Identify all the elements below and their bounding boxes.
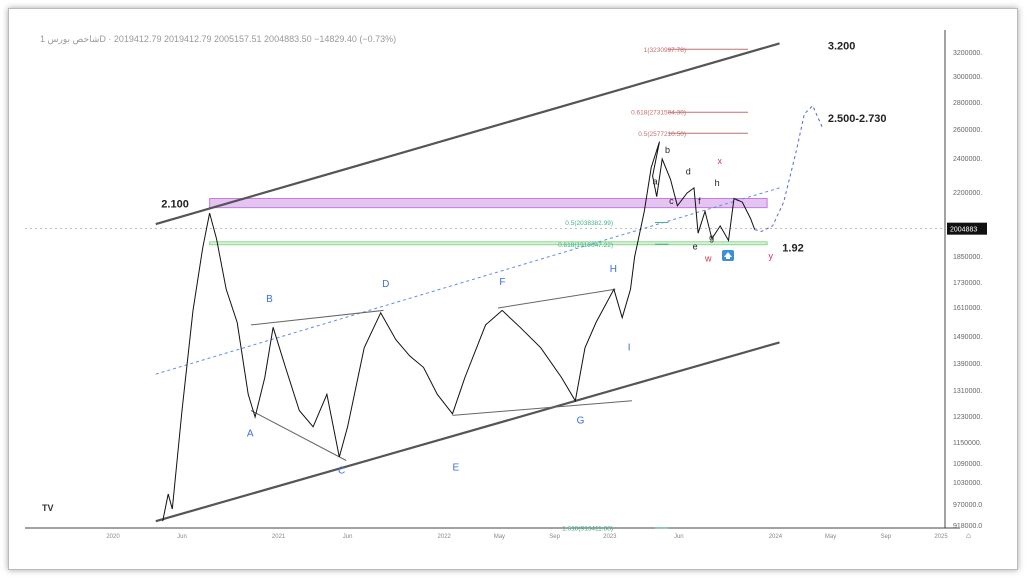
x-tick-label: Jun <box>674 534 684 540</box>
x-tick-label: Sep <box>880 534 891 540</box>
fib-level-label: 0.618(2731504.30) <box>631 110 686 117</box>
last-price-badge <box>947 222 987 235</box>
y-tick-label: 2600000. <box>953 127 982 134</box>
wave-label: g <box>709 233 714 243</box>
settings-icon: ⌂ <box>966 531 971 540</box>
wave-label: G <box>577 416 585 427</box>
wave-label: d <box>686 166 691 176</box>
tradingview-logo: TV <box>42 503 54 513</box>
wave-label: a <box>653 177 658 187</box>
wave-label: C <box>338 466 345 477</box>
x-tick-label: 2020 <box>106 534 120 540</box>
wave-label: I <box>628 343 631 354</box>
y-tick-label: 1390000. <box>953 361 982 368</box>
wave-label: e <box>693 242 698 252</box>
wave-label: 3.200 <box>828 40 856 52</box>
fib-level-label: 1.618(913411.88) <box>562 525 613 532</box>
alert-arrow-icon <box>724 252 732 259</box>
triangle-trendline <box>250 309 384 326</box>
x-tick-label: Sep <box>549 534 560 540</box>
y-tick-label: 1490000. <box>953 334 982 341</box>
projection-path <box>754 104 823 232</box>
upper-channel-line <box>155 42 780 226</box>
wave-label: w <box>704 253 712 263</box>
x-tick-label: 2021 <box>272 534 286 540</box>
y-tick-label: 1610000. <box>953 305 982 312</box>
x-tick-label: Jun <box>343 534 353 540</box>
wave-label: h <box>715 178 720 188</box>
x-tick-label: 2022 <box>438 534 452 540</box>
triangle-trendline <box>497 288 616 309</box>
wave-label: b <box>665 145 670 155</box>
x-tick-label: 2023 <box>603 534 617 540</box>
lower-channel-line <box>155 341 780 523</box>
wave-label: A <box>247 429 254 440</box>
price-series-line <box>162 141 756 522</box>
y-tick-label: 1310000. <box>953 388 982 395</box>
wave-label: 2.500-2.730 <box>828 113 887 125</box>
wave-label: F <box>499 277 505 288</box>
wave-label: x <box>717 156 722 166</box>
x-tick-label: 2025 <box>934 534 948 540</box>
fib-level-label: 0.618(1919647.22) <box>558 242 613 249</box>
y-tick-label: 2200000. <box>953 190 982 197</box>
wave-label: c <box>669 196 674 206</box>
y-tick-label: 1150000. <box>953 440 982 447</box>
y-tick-label: 3200000. <box>953 50 982 57</box>
resistance-band <box>209 197 768 209</box>
x-tick-label: 2024 <box>769 534 783 540</box>
y-tick-label: 1090000. <box>953 461 982 468</box>
wave-label: D <box>382 279 389 290</box>
ohlc-info: 1D · 2019412.79 2019412.79 2005157.51 20… <box>40 34 397 44</box>
fib-level-label: 0.5(2038382.99) <box>565 220 613 227</box>
wave-label: B <box>266 294 273 305</box>
y-tick-label: 2400000. <box>953 156 982 163</box>
wave-label: E <box>452 462 459 473</box>
y-tick-label: 3000000. <box>953 74 982 81</box>
wave-label: 1.92 <box>782 243 803 255</box>
x-tick-label: May <box>494 534 505 540</box>
chart-header: شاخص بورس 1D · 2019412.79 2019412.79 200… <box>40 34 396 45</box>
fib-level-label: 0.5(2577210.50) <box>638 131 686 138</box>
y-tick-label: 1730000. <box>953 280 982 287</box>
y-tick-label: 1030000. <box>953 480 982 487</box>
y-tick-label: 1850000. <box>953 254 982 261</box>
y-tick-label: 1230000. <box>953 414 982 421</box>
wave-label: 2.100 <box>161 199 189 211</box>
wave-label: H <box>610 264 617 275</box>
wave-label: y <box>769 251 774 261</box>
midline-trendline <box>155 187 780 375</box>
wave-label: f <box>698 196 701 206</box>
y-tick-label: 970000.0 <box>953 502 982 509</box>
support-band <box>209 241 768 246</box>
triangle-trendline <box>452 400 632 416</box>
x-tick-label: Jun <box>177 534 187 540</box>
last-price-label: 2004883 <box>950 227 977 234</box>
symbol-name[interactable]: شاخص بورس <box>47 34 100 44</box>
triangle-trendline <box>250 410 347 461</box>
y-tick-label: 2800000. <box>953 100 982 107</box>
y-tick-label: 918000.0 <box>953 523 982 530</box>
x-tick-label: May <box>825 534 836 540</box>
fib-level-label: 1(3230997.78) <box>644 47 686 54</box>
chart-window <box>8 8 1018 570</box>
